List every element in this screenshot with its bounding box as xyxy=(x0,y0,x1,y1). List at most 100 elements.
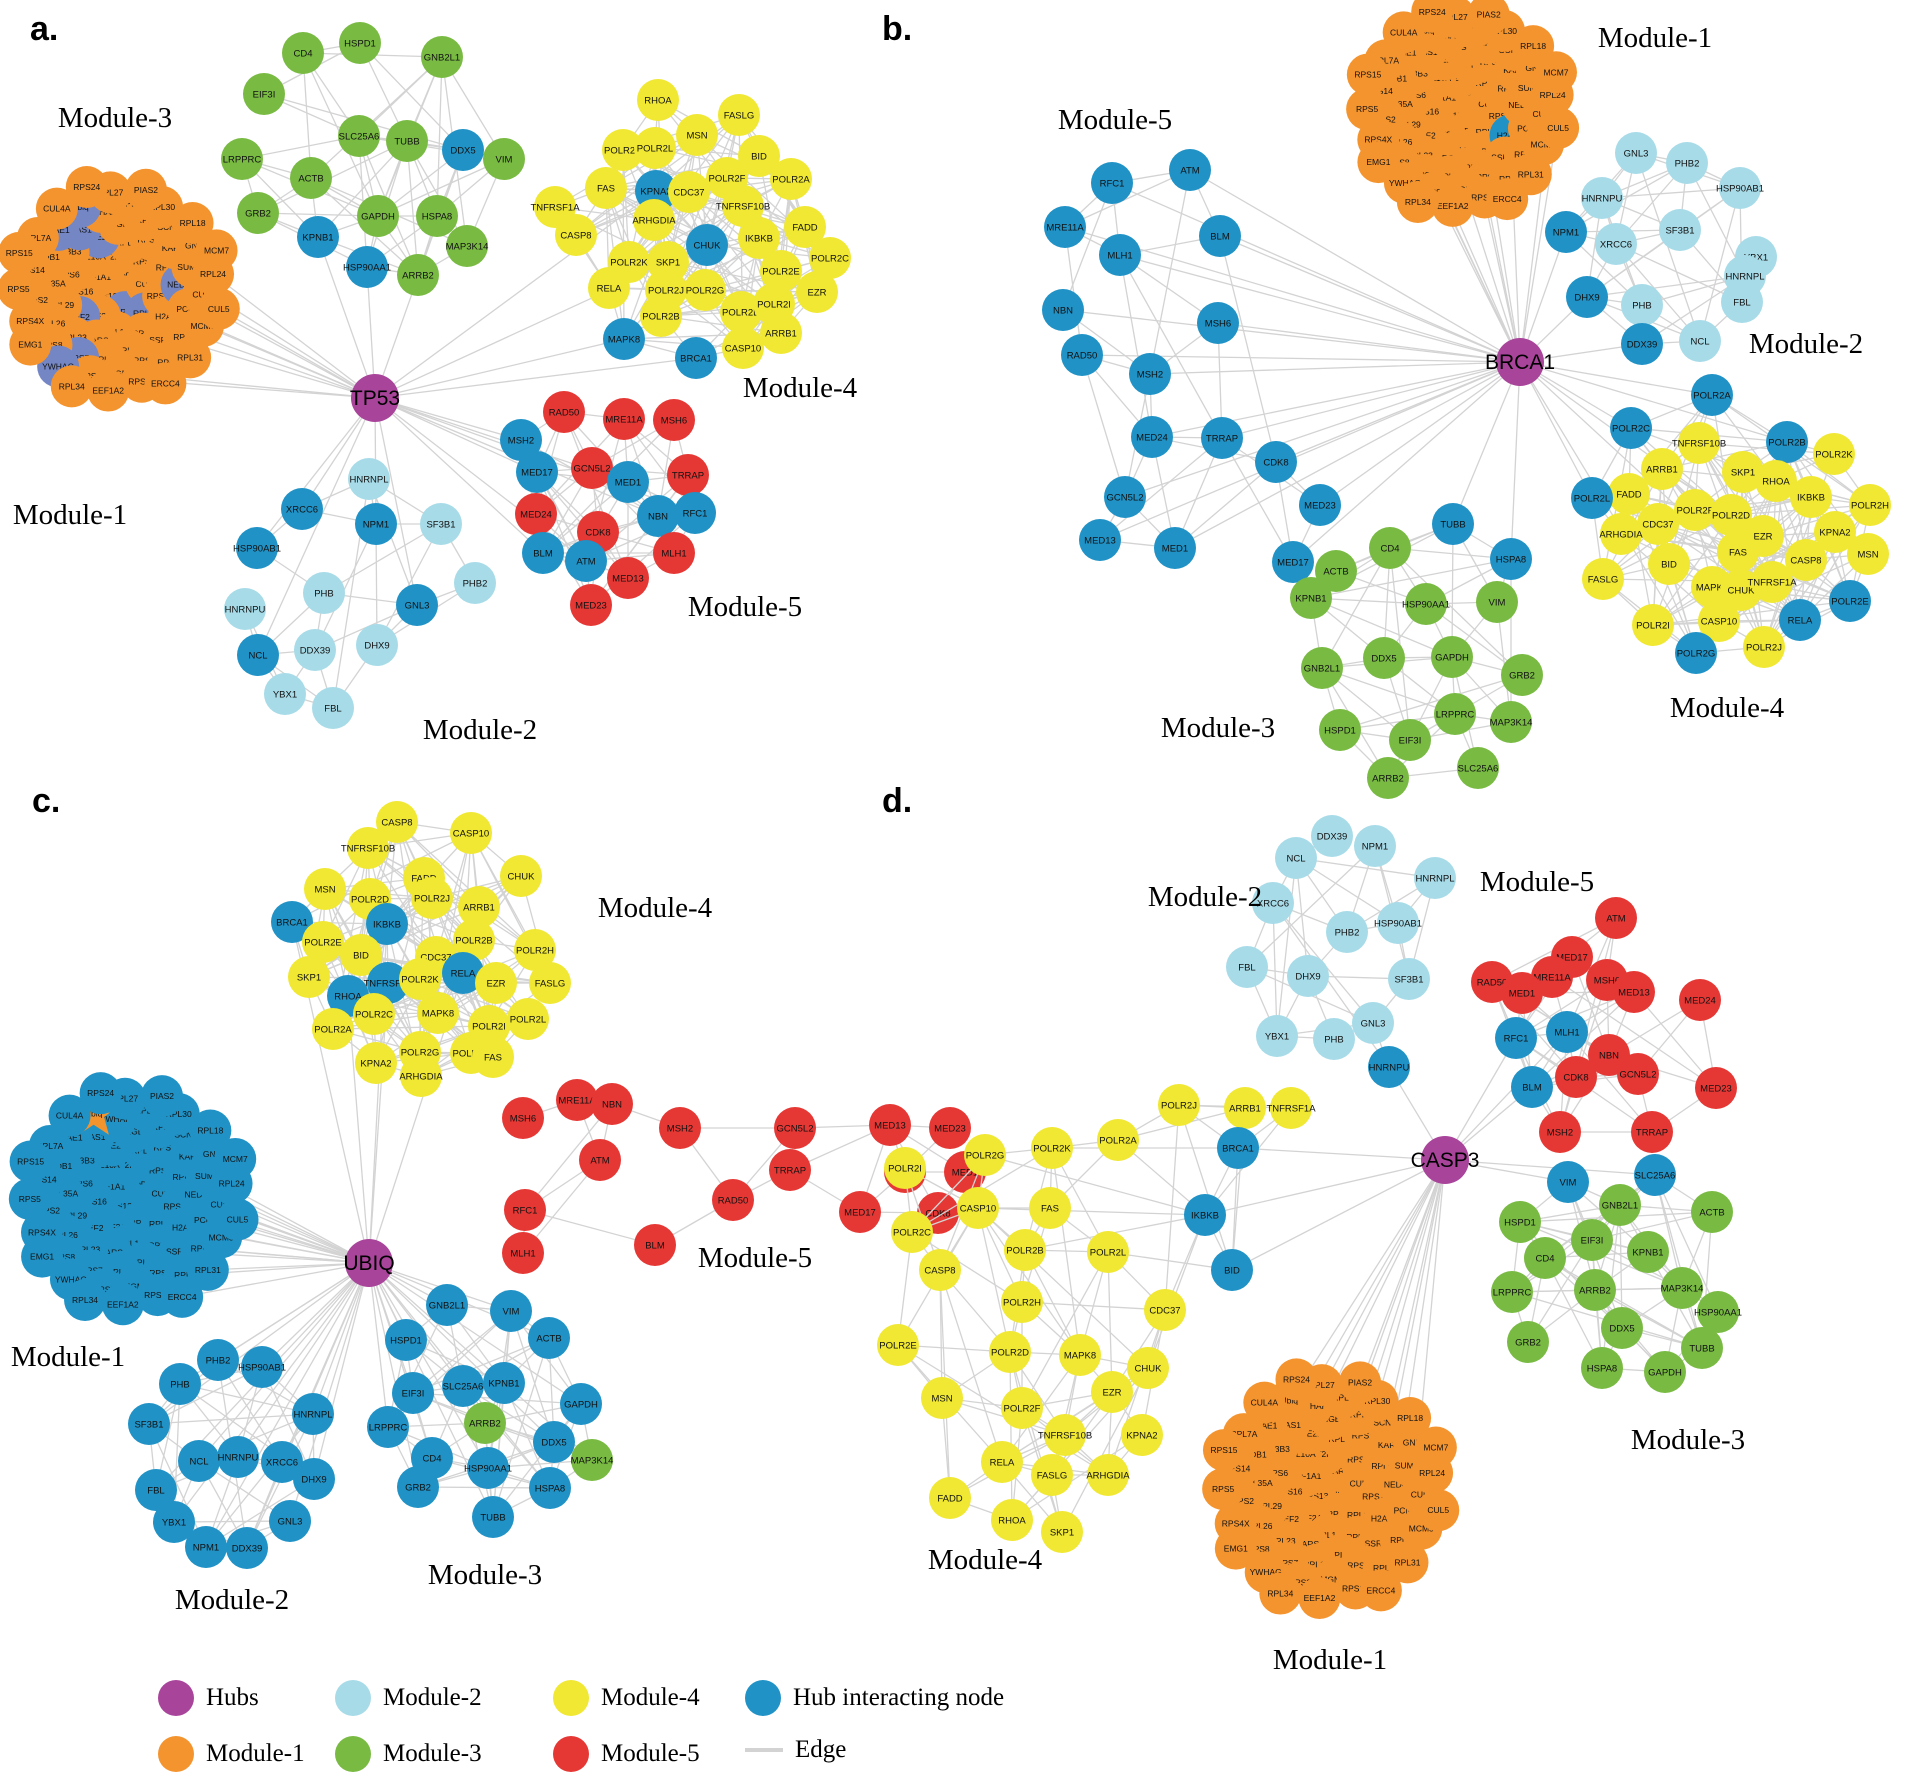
node-NPM1[interactable] xyxy=(1545,211,1587,253)
node-MSN[interactable] xyxy=(304,868,346,910)
node-MED23[interactable] xyxy=(1299,484,1341,526)
node-GCN5L2[interactable] xyxy=(1617,1053,1659,1095)
node-NBN[interactable] xyxy=(1042,289,1084,331)
node-MED24[interactable] xyxy=(1679,979,1721,1021)
node-PIAS2[interactable] xyxy=(1467,0,1510,36)
node-RPS15[interactable] xyxy=(1202,1429,1245,1472)
node-MED1[interactable] xyxy=(607,461,649,503)
node-CDC37[interactable] xyxy=(668,171,710,213)
node-CASP10[interactable] xyxy=(722,327,764,369)
node-SKP1[interactable] xyxy=(288,956,330,998)
node-GCN5L2[interactable] xyxy=(1104,476,1146,518)
node-HSPD1[interactable] xyxy=(385,1319,427,1361)
node-ARRB2[interactable] xyxy=(397,254,439,296)
node-PHB[interactable] xyxy=(1621,284,1663,326)
hub-BRCA1[interactable] xyxy=(1496,338,1544,386)
node-IKBKB[interactable] xyxy=(738,217,780,259)
node-MED17[interactable] xyxy=(839,1191,881,1233)
node-GRB2[interactable] xyxy=(237,192,279,234)
node-SF3B1[interactable] xyxy=(420,503,462,545)
node-EZR[interactable] xyxy=(475,962,517,1004)
node-GCN5L2[interactable] xyxy=(571,447,613,489)
node-NCL[interactable] xyxy=(1679,320,1721,362)
node-ATM[interactable] xyxy=(579,1139,621,1181)
node-XRCC6[interactable] xyxy=(1252,882,1294,924)
node-EZR[interactable] xyxy=(1091,1371,1133,1413)
node-GAPDH[interactable] xyxy=(357,195,399,237)
node-POLR2K[interactable] xyxy=(1031,1127,1073,1169)
node-HSP90AB1[interactable] xyxy=(241,1346,283,1388)
node-POLR2L[interactable] xyxy=(634,127,676,169)
node-MLH1[interactable] xyxy=(1099,234,1141,276)
node-FASLG[interactable] xyxy=(718,94,760,136)
node-ACTB[interactable] xyxy=(290,157,332,199)
node-POLR2E[interactable] xyxy=(760,250,802,292)
node-MAP3K14[interactable] xyxy=(1661,1267,1703,1309)
node-BID[interactable] xyxy=(1648,543,1690,585)
node-POLR2G[interactable] xyxy=(964,1134,1006,1176)
node-RPS5[interactable] xyxy=(0,268,40,311)
hub-TP53[interactable] xyxy=(351,374,399,422)
node-TUBB[interactable] xyxy=(1432,503,1474,545)
node-GNB2L1[interactable] xyxy=(1301,647,1343,689)
node-XRCC6[interactable] xyxy=(261,1441,303,1483)
node-MCM7[interactable] xyxy=(1414,1426,1457,1469)
node-MRE11A[interactable] xyxy=(1044,206,1086,248)
node-GRB2[interactable] xyxy=(1501,654,1543,696)
node-ARRB1[interactable] xyxy=(1224,1087,1266,1129)
node-POLR2K[interactable] xyxy=(1813,433,1855,475)
node-POLR2L[interactable] xyxy=(507,998,549,1040)
node-POLR2C[interactable] xyxy=(1610,407,1652,449)
node-MSN[interactable] xyxy=(1847,533,1889,575)
node-EIF3I[interactable] xyxy=(1389,719,1431,761)
node-FBL[interactable] xyxy=(1721,281,1763,323)
node-CASP8[interactable] xyxy=(919,1249,961,1291)
node-POLR2L[interactable] xyxy=(1571,477,1613,519)
node-FAS[interactable] xyxy=(585,167,627,209)
node-LRPPRC[interactable] xyxy=(1434,693,1476,735)
node-MCM7[interactable] xyxy=(214,1137,257,1180)
node-POLR2L[interactable] xyxy=(1087,1231,1129,1273)
node-ACTB[interactable] xyxy=(528,1317,570,1359)
node-POLR2G[interactable] xyxy=(684,269,726,311)
hub-UBIQ[interactable] xyxy=(345,1239,393,1287)
node-RFC1[interactable] xyxy=(504,1189,546,1231)
node-ARRB1[interactable] xyxy=(760,312,802,354)
node-HNRNPU[interactable] xyxy=(1581,177,1623,219)
node-NBN[interactable] xyxy=(637,495,679,537)
node-TUBB[interactable] xyxy=(472,1496,514,1538)
node-CUL4A[interactable] xyxy=(48,1094,91,1137)
node-ERCC4[interactable] xyxy=(161,1275,204,1318)
node-XRCC6[interactable] xyxy=(281,488,323,530)
node-POLR2J[interactable] xyxy=(1743,626,1785,668)
node-IKBKB[interactable] xyxy=(366,903,408,945)
node-RHOA[interactable] xyxy=(991,1499,1033,1541)
node-RAD50[interactable] xyxy=(1061,334,1103,376)
node-PHB[interactable] xyxy=(1313,1018,1355,1060)
node-HSP90AA1[interactable] xyxy=(467,1447,509,1489)
node-YBX1[interactable] xyxy=(264,673,306,715)
node-SLC25A6[interactable] xyxy=(1457,747,1499,789)
node-MAPK8[interactable] xyxy=(603,318,645,360)
node-MLH1[interactable] xyxy=(1546,1011,1588,1053)
node-BLM[interactable] xyxy=(1199,215,1241,257)
node-RPL18[interactable] xyxy=(1389,1397,1432,1440)
node-IKBKB[interactable] xyxy=(1184,1194,1226,1236)
node-MRE11A[interactable] xyxy=(603,398,645,440)
node-MAPK8[interactable] xyxy=(1059,1334,1101,1376)
node-HSP90AA1[interactable] xyxy=(1697,1291,1739,1333)
node-CDC37[interactable] xyxy=(1144,1289,1186,1331)
node-TUBB[interactable] xyxy=(386,120,428,162)
node-ACTB[interactable] xyxy=(1315,550,1357,592)
node-NCL[interactable] xyxy=(237,634,279,676)
node-MSH6[interactable] xyxy=(653,399,695,441)
node-ATM[interactable] xyxy=(1169,149,1211,191)
node-DHX9[interactable] xyxy=(293,1458,335,1500)
node-RPL31[interactable] xyxy=(169,336,212,379)
node-GAPDH[interactable] xyxy=(1431,636,1473,678)
node-KPNA2[interactable] xyxy=(355,1042,397,1084)
node-MCM7[interactable] xyxy=(195,229,238,272)
node-NPM1[interactable] xyxy=(355,503,397,545)
node-ARRB1[interactable] xyxy=(458,886,500,928)
node-MSH2[interactable] xyxy=(1129,353,1171,395)
